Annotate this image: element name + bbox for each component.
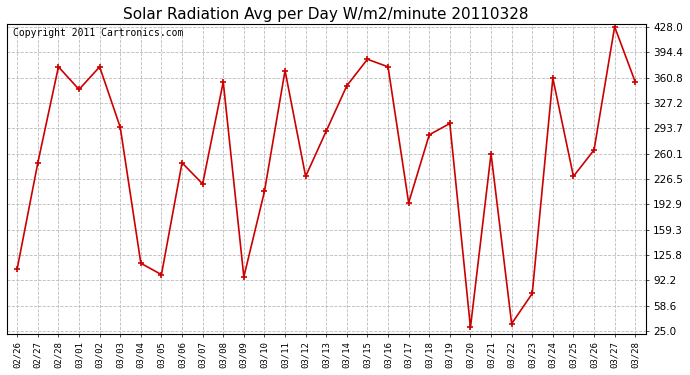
Text: Copyright 2011 Cartronics.com: Copyright 2011 Cartronics.com	[13, 28, 184, 38]
Title: Solar Radiation Avg per Day W/m2/minute 20110328: Solar Radiation Avg per Day W/m2/minute …	[124, 7, 529, 22]
